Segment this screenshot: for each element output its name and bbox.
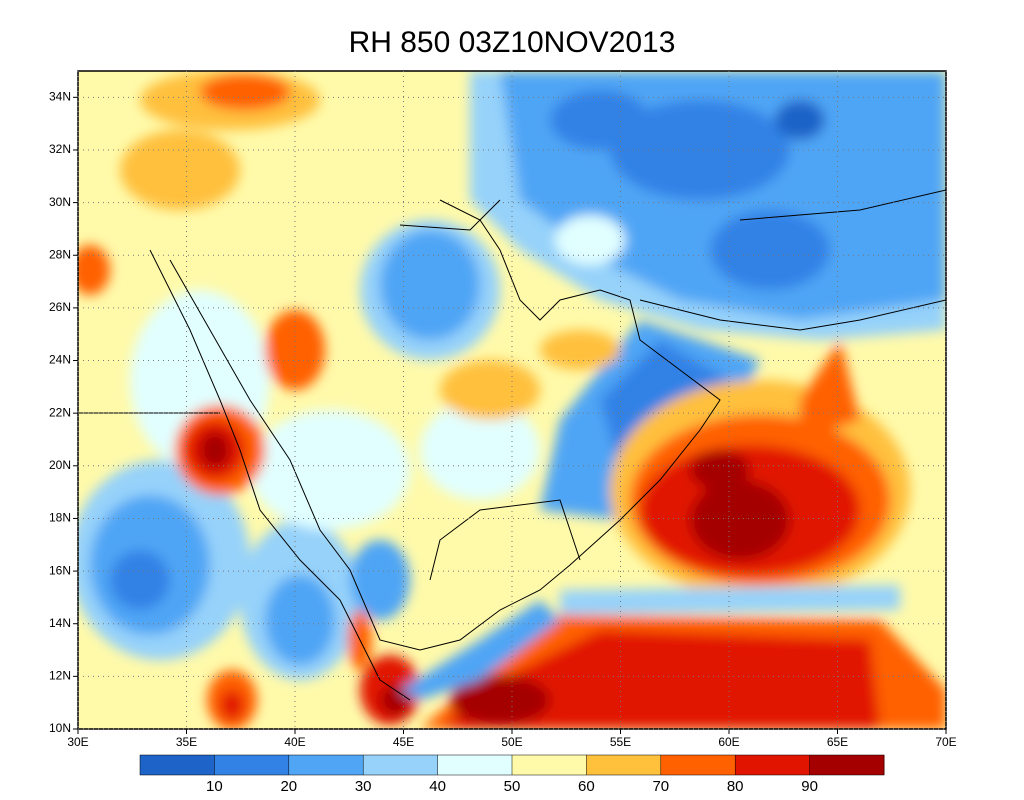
colorbar-segment	[660, 755, 736, 775]
y-tick-label: 12N	[49, 669, 71, 683]
x-tick-label: 35E	[176, 735, 197, 749]
y-tick-label: 18N	[49, 511, 71, 525]
colorbar-label: 50	[504, 778, 521, 795]
rh-field	[78, 71, 946, 729]
colorbar-segment	[214, 755, 290, 775]
y-tick-label: 24N	[49, 353, 71, 367]
colorbar-segment	[288, 755, 364, 775]
colorbar-segment	[512, 755, 587, 775]
colorbar-label: 80	[727, 778, 744, 795]
y-tick-label: 14N	[49, 616, 71, 630]
colorbar-segment	[586, 755, 662, 775]
x-tick-label: 65E	[827, 735, 848, 749]
y-tick-label: 26N	[49, 300, 71, 314]
colorbar-segment	[363, 755, 439, 775]
colorbar-label: 20	[280, 778, 297, 795]
x-tick-label: 40E	[284, 735, 305, 749]
x-tick-label: 50E	[501, 735, 522, 749]
colorbar-label: 70	[652, 778, 669, 795]
y-tick-label: 30N	[49, 195, 71, 209]
x-tick-label: 55E	[610, 735, 631, 749]
colorbar-label: 30	[355, 778, 372, 795]
colorbar-label: 40	[429, 778, 446, 795]
colorbar-segment	[809, 755, 885, 775]
y-tick-label: 20N	[49, 458, 71, 472]
colorbar-segment	[735, 755, 811, 775]
x-tick-label: 30E	[67, 735, 88, 749]
colorbar-segment	[140, 755, 215, 775]
y-tick-label: 32N	[49, 142, 71, 156]
x-tick-label: 60E	[718, 735, 739, 749]
map-title: RH 850 03Z10NOV2013	[349, 26, 676, 59]
x-tick-label: 45E	[393, 735, 414, 749]
colorbar-segment	[437, 755, 513, 775]
y-tick-label: 34N	[49, 89, 71, 103]
y-tick-label: 16N	[49, 563, 71, 577]
y-tick-label: 22N	[49, 405, 71, 419]
x-tick-label: 70E	[935, 735, 956, 749]
y-tick-label: 10N	[49, 721, 71, 735]
colorbar-label: 10	[206, 778, 223, 795]
colorbar-label: 60	[578, 778, 595, 795]
y-tick-label: 28N	[49, 247, 71, 261]
colorbar-label: 90	[801, 778, 818, 795]
